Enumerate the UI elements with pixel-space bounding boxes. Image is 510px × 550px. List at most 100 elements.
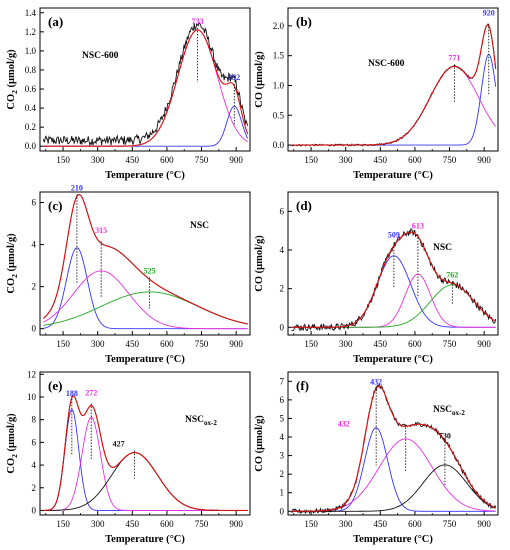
plot-frame: [39, 371, 251, 516]
y-tick-label: 0.8: [25, 65, 37, 75]
peak-label: 509: [388, 231, 400, 240]
panel-label: (a): [48, 14, 63, 29]
y-tick-label: 4: [32, 240, 37, 250]
experimental-curve: [291, 382, 497, 515]
sample-label: NSCox-2: [185, 415, 217, 427]
y-tick-label: 2: [32, 483, 37, 493]
y-tick-label: 2: [280, 469, 285, 479]
y-tick-label: 1.0: [25, 46, 37, 56]
y-tick-label: 1.5: [273, 51, 285, 61]
y-tick-label: 0: [280, 506, 285, 516]
y-tick-label: 12: [27, 369, 36, 379]
peak-label: 272: [85, 389, 97, 398]
panel-label: (d): [296, 198, 312, 213]
x-tick-label: 300: [91, 519, 105, 529]
x-tick-label: 450: [126, 155, 140, 165]
x-tick-label: 300: [91, 339, 105, 349]
y-tick-label: 7: [280, 376, 285, 386]
peak-label: 210: [71, 183, 83, 192]
y-axis-label: CO (μmol/g): [254, 51, 265, 108]
y-tick-label: 1.2: [25, 27, 36, 37]
plot-frame: [39, 191, 251, 336]
x-tick-label: 750: [195, 155, 209, 165]
fitted-curve: [43, 29, 249, 147]
sample-label: NSC: [433, 243, 452, 253]
chart-panel-f: 150 300 450 600 750 900 0 1 2 3 4 5 6 7 Temperature (°…: [254, 371, 499, 545]
y-tick-label: 0: [280, 322, 285, 332]
peak-label: 432: [370, 377, 382, 386]
chart-panel-a: 150 300 450 600 750 900 0.0 0.2 0.4 0.6 0.8 1.0 1.2 1…: [6, 7, 251, 181]
component-peak-curve: [291, 427, 496, 512]
component-peak-curve: [291, 273, 496, 328]
x-tick-label: 150: [304, 519, 318, 529]
panel-label: (b): [296, 14, 312, 29]
peak-label: 432: [338, 419, 350, 428]
x-tick-label: 900: [477, 155, 491, 165]
y-tick-label: 6: [280, 206, 285, 216]
experimental-curve: [43, 21, 249, 147]
plot-frame: [287, 191, 499, 336]
peak-label: 525: [144, 266, 156, 275]
chart-panel-e: 150 300 450 600 750 900 0 2 4 6 8 10 12 Temperature (…: [6, 369, 251, 545]
y-tick-label: 3: [280, 451, 285, 461]
y-tick-label: 6: [280, 395, 285, 405]
plot-frame: [287, 7, 499, 152]
peak-label: 730: [439, 432, 451, 441]
y-tick-label: 0.4: [25, 103, 37, 113]
y-tick-label: 8: [32, 415, 37, 425]
y-tick-label: 6: [32, 437, 37, 447]
panel-label: (c): [48, 198, 62, 213]
x-tick-label: 150: [304, 155, 318, 165]
experimental-curve: [43, 194, 248, 325]
y-axis-label: CO2 (μmol/g): [6, 413, 19, 474]
y-tick-label: 4: [280, 432, 285, 442]
chart-panel-b: 150 300 450 600 750 900 0.0 0.5 1.0 1.5 2.0 Tempera…: [254, 7, 499, 181]
x-axis-label: Temperature (°C): [105, 534, 185, 545]
x-tick-label: 750: [443, 339, 457, 349]
x-axis-label: Temperature (°C): [353, 534, 433, 545]
sample-label: NSC-600: [82, 51, 119, 61]
component-peak-curve: [291, 65, 497, 146]
fitted-curve: [43, 395, 248, 512]
sample-label: NSC: [190, 221, 209, 231]
x-tick-label: 600: [160, 155, 174, 165]
y-tick-label: 0: [32, 505, 37, 515]
y-tick-label: 1.0: [273, 80, 285, 90]
x-tick-label: 750: [443, 519, 457, 529]
fitted-curve: [291, 385, 496, 512]
x-tick-label: 600: [160, 519, 174, 529]
x-tick-label: 150: [56, 339, 70, 349]
y-tick-label: 0: [32, 324, 37, 334]
y-tick-label: 2: [32, 282, 37, 292]
y-axis-label: CO2 (μmol/g): [6, 49, 19, 110]
panel-label: (e): [48, 378, 62, 393]
x-tick-label: 150: [56, 155, 70, 165]
x-tick-label: 900: [229, 519, 243, 529]
peak-label: 771: [448, 53, 460, 62]
peak-label: 188: [66, 389, 78, 398]
component-peak-curve: [43, 416, 248, 511]
y-tick-label: 4: [32, 460, 37, 470]
fitted-curve: [291, 231, 496, 328]
peak-label: 920: [483, 9, 495, 18]
chart-panel-d: 150 300 450 600 750 900 0 2 4 6 Temperature (°C) CO…: [254, 191, 499, 365]
x-tick-label: 900: [229, 155, 243, 165]
x-axis-label: Temperature (°C): [105, 170, 185, 181]
y-tick-label: 0.0: [273, 140, 285, 150]
chart-panel-c: 150 300 450 600 750 900 0 2 4 6 Temperature (°C) CO…: [6, 183, 251, 365]
y-tick-label: 0.5: [273, 110, 285, 120]
x-tick-label: 900: [229, 339, 243, 349]
x-tick-label: 600: [408, 155, 422, 165]
y-tick-label: 10: [27, 392, 37, 402]
x-tick-label: 450: [374, 519, 388, 529]
panel-label: (f): [296, 378, 309, 393]
y-tick-label: 5: [280, 413, 285, 423]
x-axis-label: Temperature (°C): [353, 354, 433, 365]
y-tick-label: 1: [280, 488, 285, 498]
y-tick-label: 1.4: [25, 8, 37, 18]
peak-label: 427: [113, 440, 125, 449]
peak-label: 733: [192, 17, 204, 26]
y-tick-label: 6: [32, 198, 37, 208]
fitted-curve: [291, 24, 497, 146]
